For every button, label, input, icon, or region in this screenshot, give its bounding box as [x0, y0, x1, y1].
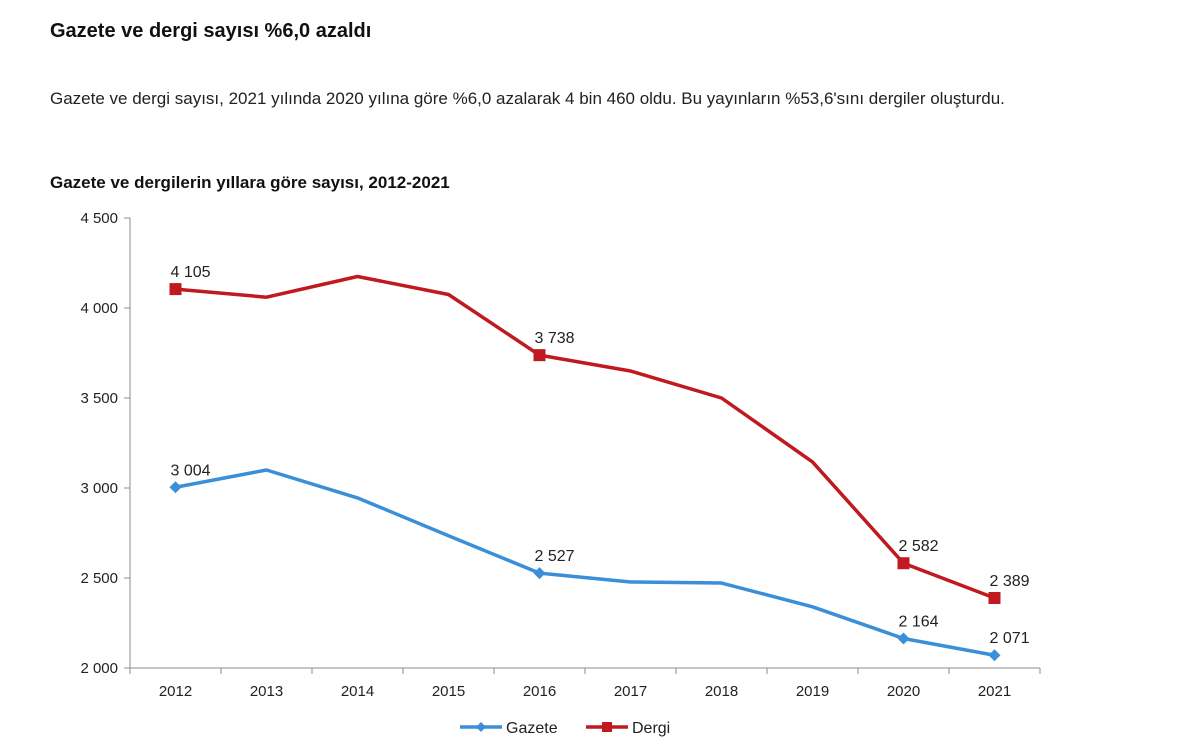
x-tick-label: 2016: [523, 683, 556, 700]
data-label-gazete: 2 164: [899, 613, 939, 630]
y-tick-label: 4 500: [80, 210, 118, 227]
x-tick-label: 2017: [614, 683, 647, 700]
data-label-dergi: 3 738: [535, 330, 575, 347]
y-tick-label: 2 500: [80, 570, 118, 587]
chart-title: Gazete ve dergilerin yıllara göre sayısı…: [50, 173, 450, 192]
x-tick-label: 2013: [250, 683, 283, 700]
data-label-dergi: 4 105: [171, 264, 211, 281]
data-label-dergi: 2 582: [899, 538, 939, 555]
x-tick-label: 2021: [978, 683, 1011, 700]
x-tick-label: 2018: [705, 683, 738, 700]
y-tick-label: 3 500: [80, 390, 118, 407]
data-point-gazete: [988, 649, 1001, 662]
data-label-gazete: 3 004: [171, 462, 211, 479]
y-tick-label: 3 000: [80, 480, 118, 497]
x-tick-label: 2019: [796, 683, 829, 700]
data-label-gazete: 2 071: [990, 630, 1030, 647]
legend-marker-dergi: [602, 722, 612, 732]
legend-label-gazete: Gazete: [506, 720, 558, 737]
y-tick-label: 4 000: [80, 300, 118, 317]
data-point-dergi: [169, 283, 182, 296]
article-paragraph: Gazete ve dergi sayısı, 2021 yılında 202…: [50, 89, 1005, 108]
chart-data-labels: 3 004 2 527 2 164 2 071 4 105 3 738 2 582 2 389: [171, 264, 1030, 647]
data-point-gazete: [533, 567, 546, 580]
y-tick-label: 2 000: [80, 660, 118, 677]
data-point-dergi: [897, 557, 910, 570]
data-label-dergi: 2 389: [990, 573, 1030, 590]
x-tick-label: 2012: [159, 683, 192, 700]
x-tick-label: 2020: [887, 683, 920, 700]
data-point-gazete: [897, 632, 910, 645]
data-label-gazete: 2 527: [535, 548, 575, 565]
x-tick-label: 2015: [432, 683, 465, 700]
legend-marker-gazete: [476, 722, 486, 732]
data-point-dergi: [533, 349, 546, 362]
data-point-gazete: [169, 481, 182, 494]
x-tick-label: 2014: [341, 683, 374, 700]
series-line-gazete: [173, 468, 997, 657]
data-point-dergi: [988, 591, 1001, 604]
chart-series: [169, 274, 1001, 662]
chart-legend: Gazete Dergi: [460, 720, 670, 737]
article-headline: Gazete ve dergi sayısı %6,0 azaldı: [50, 20, 372, 42]
legend-label-dergi: Dergi: [632, 720, 670, 737]
series-line-dergi: [173, 274, 997, 600]
chart-axes: 2 000 2 500 3 000 3 500 4 000 4 500 2012 2013 20…: [80, 210, 1041, 700]
